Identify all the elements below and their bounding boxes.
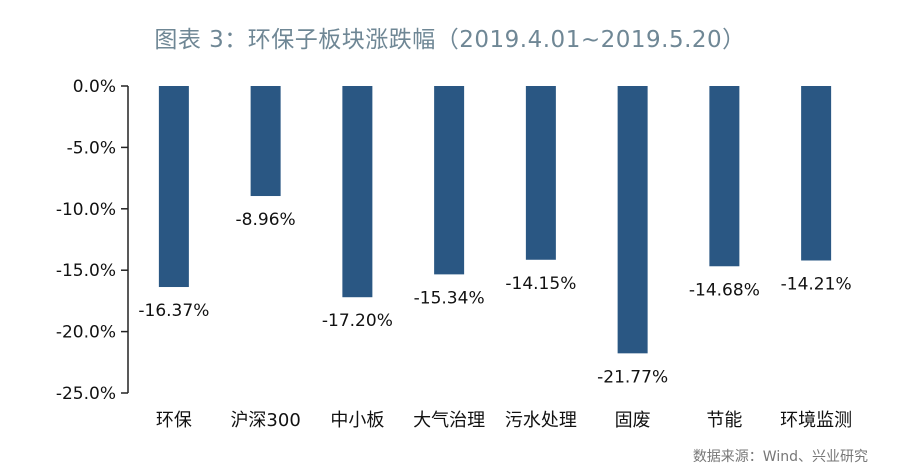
bar [709, 86, 740, 267]
y-tick-label: -25.0% [56, 384, 116, 404]
y-tick-label: -5.0% [67, 138, 116, 158]
chart-title: 图表 3：环保子板块涨跌幅（2019.4.01~2019.5.20） [154, 27, 746, 53]
data-label: -15.34% [414, 288, 485, 308]
data-label: -14.21% [781, 274, 852, 294]
bar [342, 86, 373, 298]
category-label: 大气治理 [413, 410, 485, 431]
category-label: 环境监测 [780, 410, 852, 431]
data-label: -21.77% [597, 367, 668, 387]
bars [158, 86, 832, 354]
category-label: 沪深300 [230, 410, 300, 431]
bar [617, 86, 648, 354]
y-tick-label: -10.0% [56, 200, 116, 220]
y-tick-label: 0.0% [73, 77, 116, 97]
y-axis: 0.0% -5.0% -10.0% -15.0% -20.0% -25.0% [56, 77, 129, 404]
y-tick-label: -15.0% [56, 261, 116, 281]
data-label: -14.15% [505, 274, 576, 294]
data-label: -17.20% [322, 311, 393, 331]
category-label: 固废 [615, 410, 651, 431]
category-label: 节能 [706, 410, 742, 431]
data-label: -14.68% [689, 280, 760, 300]
bar [158, 86, 189, 288]
data-label: -8.96% [236, 210, 296, 230]
data-label: -16.37% [138, 301, 209, 321]
bar [434, 86, 465, 275]
data-labels: -16.37% -8.96% -17.20% -15.34% -14.15% -21.77… [138, 210, 851, 387]
category-label: 中小板 [330, 410, 384, 431]
bar [801, 86, 832, 261]
y-tick-label: -20.0% [56, 323, 116, 343]
bar [525, 86, 556, 260]
source-note: 数据来源：Wind、兴业研究 [692, 449, 868, 465]
category-labels: 环保 沪深300 中小板 大气治理 污水处理 固废 节能 环境监测 [156, 410, 852, 431]
category-label: 污水处理 [505, 410, 577, 431]
category-label: 环保 [156, 410, 192, 431]
bar [250, 86, 281, 197]
